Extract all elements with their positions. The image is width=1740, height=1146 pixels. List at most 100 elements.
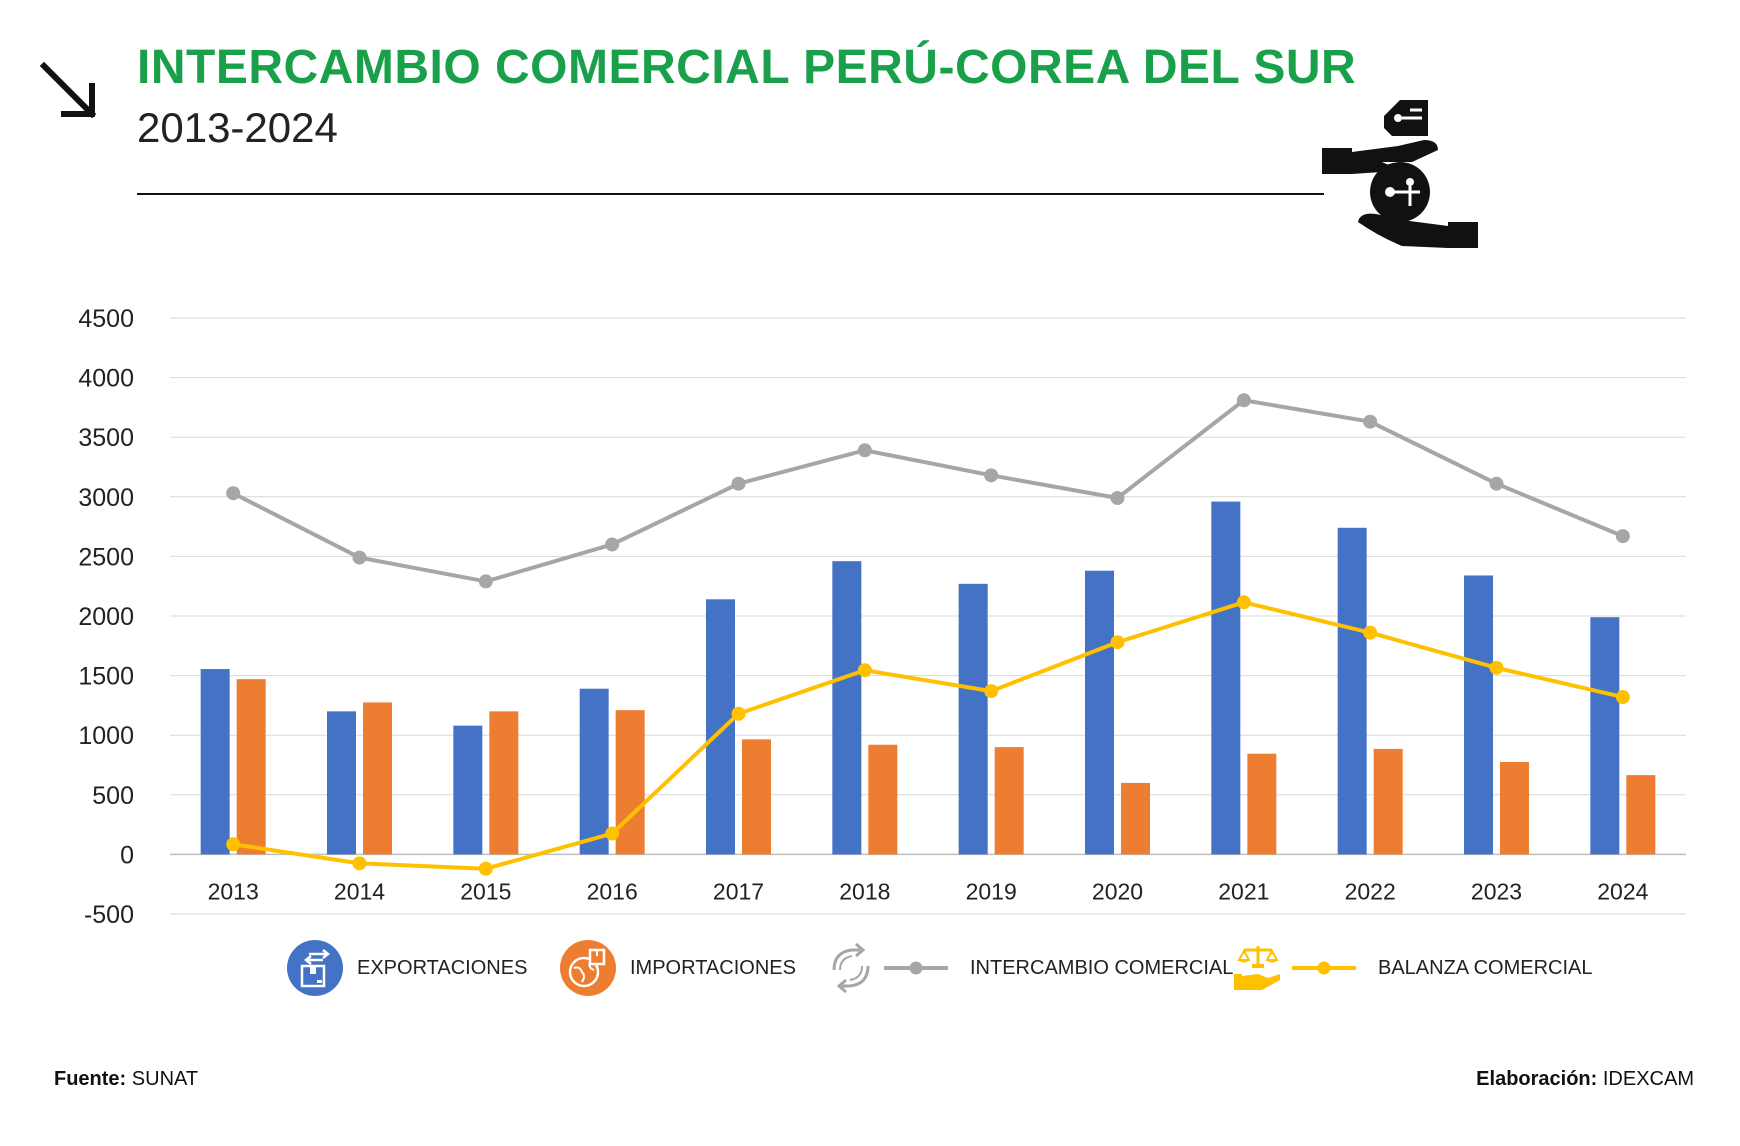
shipping-box-icon xyxy=(287,940,343,996)
point-balance xyxy=(1615,690,1630,705)
y-tick-label: 4000 xyxy=(78,365,134,393)
bar-imports xyxy=(489,711,519,855)
bar-imports xyxy=(363,702,392,855)
y-tick-label: 2500 xyxy=(78,543,134,571)
point-balance xyxy=(1236,595,1251,610)
credit-value: IDEXCAM xyxy=(1602,1068,1694,1090)
y-tick-label: 1500 xyxy=(78,663,134,691)
globe-box-icon xyxy=(560,940,616,996)
bar-exports xyxy=(453,725,483,855)
legend-label-trade: INTERCAMBIO COMERCIAL xyxy=(970,956,1234,979)
y-tick-label: 2000 xyxy=(78,603,134,631)
bar-imports xyxy=(1626,775,1656,855)
legend-item-imports: IMPORTACIONES xyxy=(560,940,796,996)
y-tick-label: 3000 xyxy=(78,484,134,512)
line-trade xyxy=(232,398,1624,584)
chart-legend: EXPORTACIONES IMPORTACIONES INTERCAMBIO … xyxy=(0,940,1740,996)
point-balance xyxy=(1110,635,1125,650)
x-tick-label: 2016 xyxy=(587,878,638,904)
point-trade xyxy=(605,537,620,552)
chart-subtitle: 2013-2024 xyxy=(137,104,338,151)
arrow-down-right-icon xyxy=(39,61,97,119)
x-tick-label: 2022 xyxy=(1345,878,1396,904)
legend-line-balance xyxy=(1292,961,1356,975)
bar-imports xyxy=(1500,762,1529,855)
y-tick-label: 3500 xyxy=(78,424,134,452)
bar-imports xyxy=(1121,782,1150,855)
scale-hand-icon xyxy=(1234,946,1280,990)
point-balance xyxy=(1489,660,1504,675)
point-trade xyxy=(226,486,241,501)
credit-label: Elaboración: xyxy=(1476,1068,1598,1090)
point-balance xyxy=(226,837,241,852)
chart-title: INTERCAMBIO COMERCIAL PERÚ-COREA DEL SUR xyxy=(137,41,1357,94)
bar-imports xyxy=(236,679,266,855)
bar-exports xyxy=(1211,501,1241,855)
hands-exchange-icon xyxy=(1322,100,1478,248)
y-tick-label: 4500 xyxy=(78,305,134,333)
point-balance xyxy=(478,861,493,876)
x-tick-label: 2017 xyxy=(713,878,764,904)
point-balance xyxy=(857,663,872,678)
point-trade xyxy=(352,550,367,565)
x-tick-label: 2018 xyxy=(839,878,890,904)
point-trade xyxy=(1489,476,1504,491)
bar-imports xyxy=(742,739,771,855)
bar-exports xyxy=(327,711,356,855)
bar-exports xyxy=(958,583,988,855)
point-trade xyxy=(984,468,999,483)
bar-exports xyxy=(706,599,735,855)
x-tick-label: 2024 xyxy=(1597,878,1648,904)
bar-imports xyxy=(615,710,645,855)
y-tick-label: 0 xyxy=(120,841,134,869)
point-trade xyxy=(857,443,872,458)
x-tick-label: 2015 xyxy=(460,878,511,904)
bar-exports xyxy=(1590,617,1620,855)
point-balance xyxy=(1363,625,1378,640)
trade-chart: -500 0 500 1000 1500 2000 2500 3000 3500 4000 4500… xyxy=(78,305,1686,929)
x-tick-label: 2020 xyxy=(1092,878,1143,904)
bar-exports xyxy=(200,669,230,855)
y-tick-label: -500 xyxy=(84,901,134,929)
bar-imports xyxy=(868,744,898,855)
point-balance xyxy=(605,826,620,841)
legend-line-trade xyxy=(884,961,948,975)
x-tick-label: 2013 xyxy=(208,878,259,904)
legend-item-balance: BALANZA COMERCIAL xyxy=(1232,940,1593,996)
legend-item-exports: EXPORTACIONES xyxy=(287,940,527,996)
refresh-arrows-icon xyxy=(832,942,870,994)
point-trade xyxy=(1363,414,1378,429)
point-trade xyxy=(1615,529,1630,544)
x-tick-label: 2021 xyxy=(1218,878,1269,904)
point-balance xyxy=(984,684,999,699)
x-tick-label: 2019 xyxy=(966,878,1017,904)
legend-label-imports: IMPORTACIONES xyxy=(630,956,796,979)
y-tick-label: 1000 xyxy=(78,722,134,750)
bar-imports xyxy=(1247,753,1277,855)
bar-exports xyxy=(1464,575,1493,855)
x-tick-label: 2014 xyxy=(334,878,385,904)
point-trade xyxy=(1236,393,1251,408)
bar-exports xyxy=(832,561,862,855)
source-value: SUNAT xyxy=(131,1068,199,1090)
bar-imports xyxy=(1373,748,1403,855)
legend-label-exports: EXPORTACIONES xyxy=(357,956,528,979)
point-trade xyxy=(1110,490,1125,505)
legend-label-balance: BALANZA COMERCIAL xyxy=(1378,956,1593,979)
bar-exports xyxy=(1337,527,1367,855)
source-note: Fuente: SUNAT xyxy=(54,1068,198,1091)
y-tick-label: 500 xyxy=(92,782,134,810)
point-balance xyxy=(352,856,367,871)
x-tick-label: 2023 xyxy=(1471,878,1522,904)
legend-item-trade: INTERCAMBIO COMERCIAL xyxy=(826,940,1233,996)
bar-exports xyxy=(1085,570,1114,855)
point-balance xyxy=(731,706,746,721)
line-balance xyxy=(232,600,1624,871)
header-divider xyxy=(137,193,1324,195)
credit-note: Elaboración: IDEXCAM xyxy=(1476,1068,1694,1091)
point-trade xyxy=(731,476,746,491)
point-trade xyxy=(478,574,493,589)
bar-imports xyxy=(994,747,1024,855)
source-label: Fuente: xyxy=(54,1068,127,1090)
bar-exports xyxy=(579,688,609,855)
